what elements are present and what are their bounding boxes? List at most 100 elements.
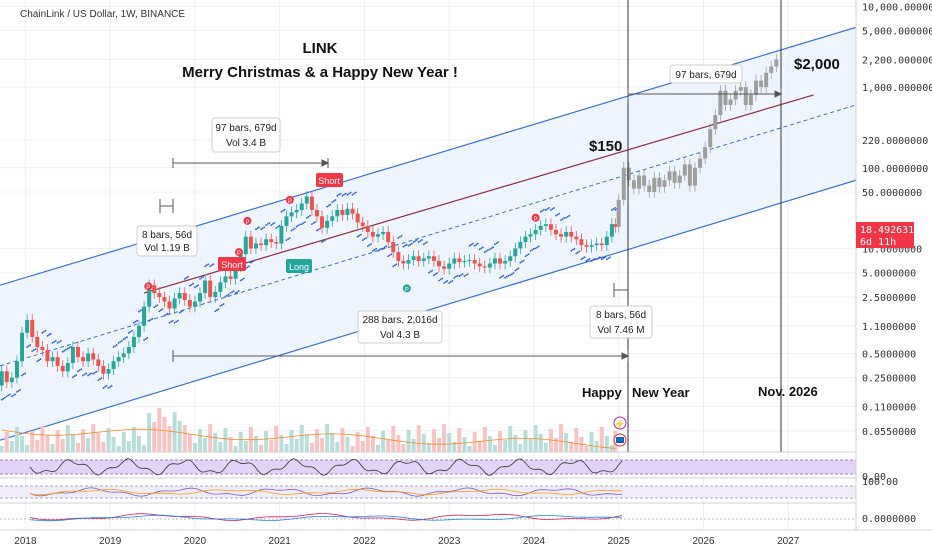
volume-bar <box>35 440 40 452</box>
flag-event-icon[interactable] <box>613 433 627 447</box>
sar-dot <box>519 261 522 264</box>
volume-bar <box>218 442 223 452</box>
price-scale[interactable]: 10,000.0000000 5,000.0000000 2,200.0000000… <box>862 2 932 437</box>
sar-dot <box>395 263 398 266</box>
sar-dot <box>48 333 50 336</box>
projection-candle <box>677 169 682 189</box>
sar-dot <box>295 225 298 228</box>
sar-dot <box>100 377 103 379</box>
volume-bar <box>564 433 569 452</box>
candle <box>543 218 548 232</box>
time-axis[interactable]: 2018 2019 2020 2021 2022 2023 2024 2025 2026 2027 <box>14 536 799 547</box>
sar-dot <box>332 200 335 202</box>
price-tick-label: 10.0000000 <box>862 244 922 255</box>
sar-dot <box>402 245 405 248</box>
sar-dot <box>453 276 456 279</box>
sar-dot <box>248 265 250 268</box>
candle <box>4 365 9 388</box>
volume-bar <box>50 444 55 452</box>
sar-dot <box>226 294 228 297</box>
sar-dot <box>329 203 332 206</box>
candle <box>75 341 80 363</box>
sar-dot <box>466 273 469 276</box>
sar-dot <box>188 284 191 287</box>
candle <box>462 255 467 268</box>
projection-candle <box>662 174 667 193</box>
candle <box>503 255 508 270</box>
volume-bars <box>0 408 618 452</box>
sar-dot <box>424 242 427 245</box>
candle <box>9 371 14 388</box>
sar-dot <box>588 257 591 260</box>
volume-bar <box>55 430 60 452</box>
sar-dot <box>598 256 601 259</box>
sar-dot <box>107 387 110 389</box>
projection-candle <box>753 74 758 101</box>
sar-dot <box>419 240 422 242</box>
sar-dot <box>195 285 198 288</box>
volume-bar <box>60 439 65 452</box>
sar-dot <box>27 345 30 347</box>
measure-label-288: 288 bars, 2,016d Vol 4.3 B <box>357 310 443 344</box>
candle <box>416 250 421 267</box>
volume-bar <box>213 433 218 452</box>
volume-bar <box>167 426 172 452</box>
osc1-label-0: 0.00 <box>862 472 886 483</box>
time-tick-label: 2026 <box>692 536 715 547</box>
sar-dot <box>490 247 493 250</box>
sar-dot <box>16 391 18 393</box>
sar-dot <box>410 242 413 245</box>
sar-dot <box>187 275 189 278</box>
sar-dot <box>99 378 101 380</box>
volume-bar <box>223 428 228 452</box>
candle <box>121 347 126 363</box>
sar-dot <box>551 208 554 210</box>
volume-bar <box>553 438 558 452</box>
candle <box>584 239 589 253</box>
volume-bar <box>340 428 345 452</box>
sar-dot <box>392 265 395 268</box>
lightning-event-icon[interactable]: ⚡ <box>613 416 627 430</box>
sar-dot <box>555 214 557 217</box>
candle <box>426 250 431 265</box>
sar-dot <box>512 272 515 275</box>
sar-dot <box>49 332 52 335</box>
sar-dot <box>246 266 249 269</box>
volume-bar <box>437 438 442 452</box>
sar-dot <box>58 340 61 343</box>
sar-dot <box>221 304 223 306</box>
volume-bar <box>574 428 579 452</box>
volume-bar <box>152 422 157 452</box>
volume-bar <box>457 428 462 452</box>
candle <box>579 233 584 251</box>
volume-bar <box>238 432 243 452</box>
sar-dot <box>521 260 523 263</box>
sar-dot <box>146 337 149 339</box>
sar-dot <box>324 239 327 241</box>
sar-dot <box>173 321 176 324</box>
sar-dot <box>481 246 484 249</box>
sar-dot <box>207 263 210 266</box>
candle <box>330 210 335 227</box>
price-tick-label: 0.2500000 <box>862 374 916 385</box>
channel-lower-line <box>0 179 856 441</box>
candle <box>253 237 258 255</box>
sar-dot <box>124 337 127 340</box>
channel-fill <box>0 27 856 441</box>
sar-dot <box>444 281 447 283</box>
sar-dot <box>234 292 237 294</box>
candle <box>96 353 101 372</box>
volume-bar <box>299 425 304 452</box>
sar-dot <box>82 374 84 377</box>
sar-dot <box>380 247 383 250</box>
price-tick-label: 1.1000000 <box>862 322 916 333</box>
candle <box>25 314 30 339</box>
sar-dot <box>160 309 162 312</box>
sar-dot <box>297 224 300 227</box>
volume-bar <box>381 431 386 452</box>
sar-dot <box>144 338 147 340</box>
sar-dot <box>51 341 54 344</box>
volume-bar <box>30 431 35 452</box>
candle <box>518 236 523 255</box>
